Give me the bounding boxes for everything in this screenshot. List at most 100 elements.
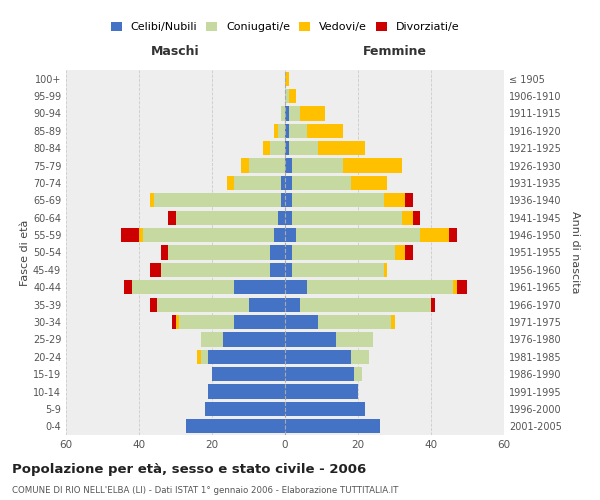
Bar (289, 124, 307, 138)
Y-axis label: Fasce di età: Fasce di età (20, 220, 30, 286)
Bar (281, 193, 285, 208)
Bar (289, 141, 318, 156)
Bar (299, 298, 431, 312)
Bar (285, 367, 355, 382)
Bar (391, 315, 395, 329)
Bar (187, 419, 285, 434)
Bar (285, 124, 289, 138)
Bar (350, 176, 387, 190)
Bar (124, 280, 132, 294)
Bar (271, 246, 285, 260)
Bar (274, 124, 278, 138)
Bar (132, 280, 234, 294)
Text: Maschi: Maschi (151, 45, 200, 58)
Bar (355, 367, 362, 382)
Bar (212, 367, 285, 382)
Bar (420, 228, 449, 242)
Bar (285, 280, 307, 294)
Bar (285, 141, 289, 156)
Bar (274, 228, 285, 242)
Legend: Celibi/Nubili, Coniugati/e, Vedovi/e, Divorziati/e: Celibi/Nubili, Coniugati/e, Vedovi/e, Di… (106, 17, 464, 36)
Bar (457, 280, 467, 294)
Bar (281, 106, 285, 120)
Bar (402, 210, 413, 225)
Bar (285, 246, 292, 260)
Y-axis label: Anni di nascita: Anni di nascita (570, 211, 580, 294)
Bar (292, 176, 350, 190)
Bar (336, 332, 373, 346)
Bar (285, 402, 365, 416)
Bar (285, 158, 292, 172)
Bar (248, 298, 285, 312)
Bar (227, 176, 234, 190)
Bar (176, 210, 278, 225)
Bar (285, 89, 289, 103)
Bar (150, 263, 161, 277)
Bar (139, 228, 143, 242)
Bar (289, 89, 296, 103)
Bar (278, 210, 285, 225)
Bar (201, 332, 223, 346)
Bar (318, 315, 391, 329)
Bar (285, 332, 336, 346)
Bar (285, 350, 350, 364)
Bar (150, 193, 154, 208)
Bar (150, 298, 157, 312)
Bar (161, 263, 271, 277)
Bar (453, 280, 457, 294)
Bar (208, 350, 285, 364)
Bar (271, 141, 285, 156)
Bar (343, 158, 402, 172)
Bar (201, 350, 208, 364)
Bar (241, 158, 248, 172)
Bar (285, 176, 292, 190)
Bar (406, 193, 413, 208)
Bar (292, 193, 383, 208)
Bar (285, 72, 289, 86)
Bar (307, 280, 453, 294)
Bar (285, 315, 318, 329)
Bar (285, 419, 380, 434)
Bar (197, 350, 201, 364)
Bar (406, 246, 413, 260)
Bar (299, 106, 325, 120)
Bar (179, 315, 234, 329)
Bar (208, 384, 285, 398)
Bar (383, 193, 406, 208)
Bar (281, 176, 285, 190)
Bar (172, 315, 176, 329)
Bar (161, 246, 168, 260)
Bar (285, 384, 358, 398)
Bar (296, 228, 420, 242)
Bar (350, 350, 369, 364)
Bar (449, 228, 457, 242)
Bar (223, 332, 285, 346)
Bar (285, 228, 296, 242)
Bar (292, 263, 383, 277)
Bar (168, 246, 271, 260)
Bar (157, 298, 248, 312)
Bar (121, 228, 139, 242)
Bar (234, 176, 281, 190)
Bar (248, 158, 285, 172)
Bar (205, 402, 285, 416)
Bar (292, 210, 402, 225)
Bar (431, 298, 434, 312)
Bar (176, 315, 179, 329)
Bar (383, 263, 387, 277)
Bar (285, 106, 289, 120)
Bar (292, 246, 395, 260)
Bar (278, 124, 285, 138)
Bar (263, 141, 271, 156)
Bar (285, 263, 292, 277)
Bar (395, 246, 406, 260)
Bar (307, 124, 343, 138)
Text: Popolazione per età, sesso e stato civile - 2006: Popolazione per età, sesso e stato civil… (12, 462, 366, 475)
Bar (292, 158, 343, 172)
Bar (168, 210, 176, 225)
Bar (289, 106, 299, 120)
Bar (234, 315, 285, 329)
Bar (234, 280, 285, 294)
Bar (285, 210, 292, 225)
Bar (318, 141, 365, 156)
